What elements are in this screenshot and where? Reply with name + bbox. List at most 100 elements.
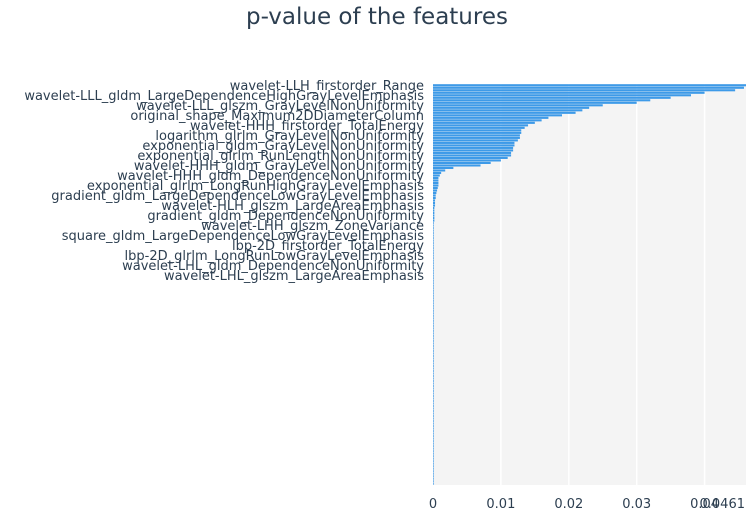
bar (433, 289, 434, 292)
bar (433, 394, 434, 398)
bar (433, 274, 434, 277)
bar (433, 410, 434, 413)
bar (433, 442, 434, 445)
bar (433, 86, 744, 89)
bar (433, 249, 434, 252)
bar (433, 109, 583, 112)
y-tick-label: wavelet-LLL_gldm_LargeDependenceHighGray… (24, 89, 424, 104)
bar (433, 349, 434, 352)
y-tick-label: wavelet-LHL_glszm_LargeAreaEmphasis (164, 269, 424, 284)
bar (433, 417, 434, 420)
bar (433, 437, 434, 440)
bar (433, 334, 434, 337)
y-tick-label: square_gldm_LargeDependenceLowGrayLevelE… (62, 229, 424, 244)
bar (433, 332, 434, 335)
bar (433, 427, 434, 430)
x-tick-label: 0.0461 (700, 497, 746, 512)
bar (433, 214, 435, 217)
bar (433, 141, 515, 144)
bar (433, 445, 434, 448)
bar (433, 144, 515, 147)
bar (433, 354, 434, 357)
bar (433, 136, 520, 139)
bar (433, 272, 434, 275)
bar (433, 387, 434, 390)
y-tick-label: wavelet-HHH_firstorder_TotalEnergy (190, 119, 424, 134)
bar (433, 374, 434, 378)
bar (433, 462, 434, 465)
bar (433, 379, 434, 383)
bar (433, 319, 434, 322)
bar (433, 191, 437, 195)
y-tick-label: wavelet-HHH_gldm_DependenceNonUniformity (117, 169, 424, 184)
bar (433, 222, 434, 225)
bars (433, 84, 746, 485)
bar (433, 465, 434, 468)
x-tick-label: 0.04 (690, 497, 719, 512)
bar (433, 425, 434, 428)
bar (433, 101, 637, 104)
bar (433, 267, 434, 270)
bar (433, 219, 435, 222)
bar (433, 106, 590, 109)
bar (433, 269, 434, 272)
bar (433, 229, 434, 232)
bar (433, 422, 434, 425)
bar (433, 186, 438, 190)
bar (433, 472, 434, 475)
bar (433, 307, 434, 310)
bar (433, 169, 446, 172)
bar (433, 166, 454, 170)
bar (433, 134, 520, 137)
bar (433, 259, 434, 262)
bar (433, 232, 434, 235)
bar (433, 287, 434, 290)
bar (433, 264, 434, 267)
bar (433, 201, 436, 205)
bar (433, 189, 438, 192)
y-tick-labels: wavelet-LLH_firstorder_Rangewavelet-LLL_… (24, 79, 424, 284)
bar (433, 161, 491, 164)
bar (433, 337, 434, 340)
bar (433, 227, 434, 230)
bar (433, 279, 434, 282)
bar (433, 282, 434, 285)
bar (433, 181, 439, 185)
bar (433, 297, 434, 300)
bar (433, 359, 434, 362)
x-tick-label: 0.02 (554, 497, 583, 512)
bar (433, 392, 434, 395)
bar (433, 126, 525, 129)
y-tick-label: wavelet-HLH_glszm_LargeAreaEmphasis (161, 199, 424, 214)
bar (433, 89, 736, 92)
bar (433, 94, 692, 97)
bar (433, 450, 434, 453)
bar (433, 440, 434, 443)
bar (433, 156, 508, 159)
bar (433, 104, 603, 107)
bar (433, 382, 434, 385)
y-tick-label: logarithm_glrlm_GrayLevelNonUniformity (155, 129, 424, 144)
bar (433, 207, 435, 210)
bar (433, 114, 563, 117)
x-tick-label: 0.01 (486, 497, 515, 512)
bar (433, 402, 434, 405)
bar (433, 415, 434, 418)
y-tick-label: original_shape_Maximum2DDiameterColumn (130, 109, 424, 124)
y-tick-label: wavelet-LLH_firstorder_Range (230, 79, 424, 94)
bar (433, 369, 434, 373)
bar (433, 262, 434, 265)
bar (433, 304, 434, 307)
bar (433, 242, 434, 245)
bar (433, 455, 434, 458)
bar (433, 302, 434, 305)
bar (433, 179, 439, 182)
bar (433, 367, 434, 370)
y-tick-label: wavelet-HHH_gldm_GrayLevelNonUniformity (134, 159, 424, 174)
bar (433, 224, 434, 227)
bar (433, 347, 434, 350)
bar (433, 129, 522, 132)
bar (433, 84, 746, 87)
x-tick-labels: 0 0.01 0.02 0.03 0.040.0461 (429, 497, 745, 512)
bar (433, 312, 434, 315)
